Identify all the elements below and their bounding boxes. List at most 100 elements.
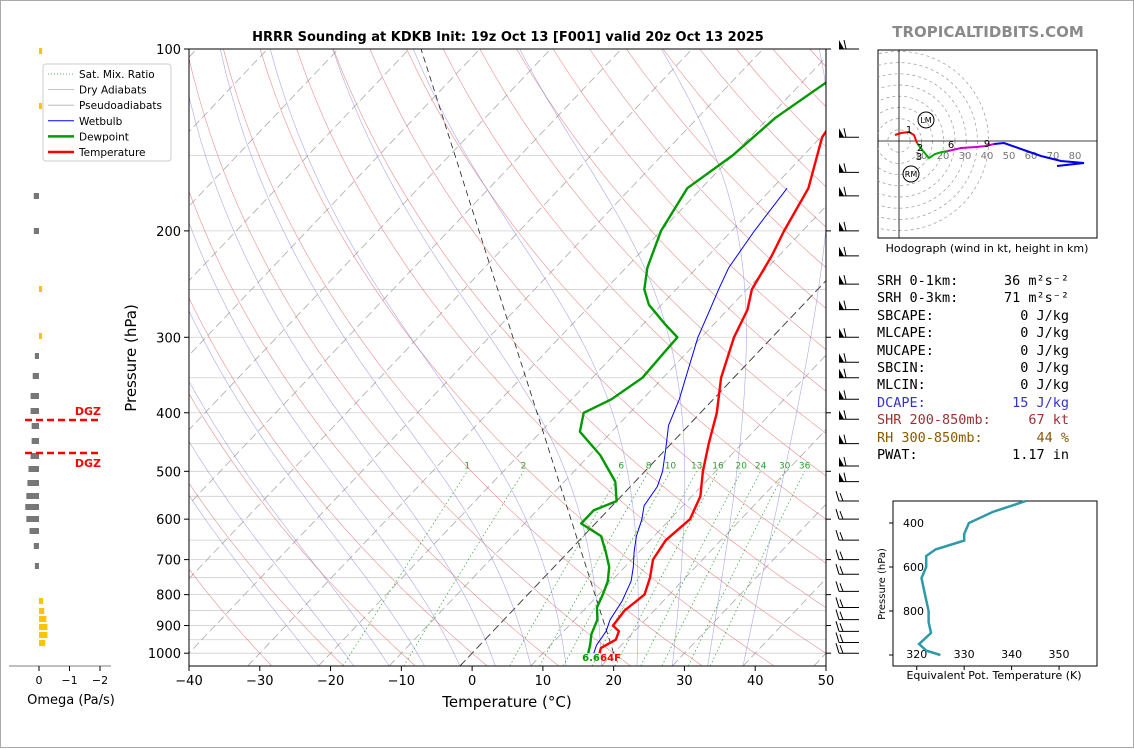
stat-row: SRH 0-1km:36 m²s⁻² — [877, 273, 1097, 290]
theta-x-tick-label: 350 — [1049, 648, 1070, 661]
moist-adiabat — [270, 49, 566, 666]
wind-barb-feather — [840, 532, 843, 540]
mixing-ratio-label: 16 — [712, 461, 724, 471]
wind-barb-flag — [839, 353, 844, 362]
wind-barb-feather — [840, 634, 843, 642]
omega-bar — [39, 333, 42, 339]
mixing-ratio-label: 36 — [799, 461, 811, 471]
legend-label: Sat. Mix. Ratio — [79, 69, 155, 81]
wind-barb-feather — [836, 597, 839, 607]
theta-x-tick-label: 340 — [1001, 648, 1022, 661]
wind-barb-feather — [836, 610, 839, 620]
skewt-profiles — [580, 49, 906, 653]
chart-title: HRRR Sounding at KDKB Init: 19z Oct 13 [… — [252, 30, 764, 45]
hodograph-height-label: 9 — [984, 139, 990, 150]
wind-barb-flag — [839, 128, 844, 137]
legend-label: Dewpoint — [79, 131, 129, 143]
x-tick-label: 50 — [818, 674, 835, 689]
wind-barb-feather — [844, 128, 846, 137]
wind-barb-flag — [839, 457, 844, 466]
y-tick-label: 300 — [156, 331, 181, 346]
hodograph-height-label: 3 — [916, 152, 922, 163]
wind-barb-feather — [840, 493, 843, 501]
stat-row: SBCAPE:0 J/kg — [877, 308, 1097, 325]
omega-bar — [39, 632, 47, 638]
y-tick-label: 200 — [156, 225, 181, 240]
stat-value: 15 J/kg — [1012, 395, 1069, 412]
wind-barb-feather — [844, 435, 846, 444]
omega-bar — [28, 466, 39, 472]
omega-bar — [27, 480, 39, 486]
stat-label: RH 300-850mb: — [877, 430, 983, 447]
mixing-ratio-label: 30 — [779, 461, 791, 471]
wind-barb-flag — [839, 435, 844, 444]
mixing-ratio-label: 13 — [691, 461, 702, 471]
wind-barb-feather — [844, 369, 846, 378]
y-tick-label: 500 — [156, 465, 181, 480]
moist-adiabat — [179, 49, 495, 666]
surface-dewpoint-label: 6.6 — [582, 653, 600, 664]
profile-wetbulb — [594, 188, 787, 653]
wind-barb-feather — [840, 511, 843, 519]
omega-bar — [39, 598, 43, 604]
wind-barb-flag — [839, 390, 844, 399]
dry-adiabat — [333, 49, 917, 666]
mixing-ratio-label: 8 — [646, 461, 652, 471]
wind-barb-feather — [844, 40, 846, 49]
hodograph-ring-label: 30 — [959, 151, 972, 162]
legend-label: Wetbulb — [79, 116, 123, 128]
omega-tick-label: −1 — [61, 674, 77, 687]
stat-value: 0 J/kg — [1020, 377, 1069, 394]
mixing-ratio-label: 24 — [755, 461, 767, 471]
omega-bar — [39, 640, 45, 646]
mixing-ratio-label: 1 — [464, 461, 470, 471]
wind-barb-feather — [840, 612, 843, 620]
stat-value: 71 m²s⁻² — [1004, 290, 1069, 307]
theta-y-tick-label: 800 — [903, 605, 924, 618]
wind-barb-feather — [844, 473, 846, 482]
omega-bar — [35, 353, 39, 359]
omega-tick-label: −2 — [92, 674, 108, 687]
wind-barb-flag — [839, 222, 844, 231]
brand-watermark: TROPICALTIDBITS.COM — [892, 23, 1084, 41]
y-tick-label: 600 — [156, 513, 181, 528]
stat-row: MUCAPE:0 J/kg — [877, 343, 1097, 360]
wind-barb-feather — [840, 645, 843, 653]
omega-bar — [39, 286, 42, 292]
wind-barb-feather — [836, 581, 839, 591]
wind-barb-feather — [836, 530, 839, 540]
omega-bar — [26, 493, 39, 499]
stat-label: MLCAPE: — [877, 325, 934, 342]
theta-x-tick-label: 330 — [954, 648, 975, 661]
y-tick-label: 100 — [156, 43, 181, 58]
x-tick-label: −40 — [175, 674, 202, 689]
legend-label: Temperature — [78, 147, 146, 159]
wind-barb-flag — [839, 163, 844, 172]
hodograph-ring-label: 40 — [981, 151, 994, 162]
wind-barbs — [836, 40, 859, 653]
omega-bar — [39, 608, 44, 614]
hodograph-marker-label: LM — [920, 116, 931, 125]
stat-value: 0 J/kg — [1020, 308, 1069, 325]
moist-adiabat — [333, 49, 602, 666]
dry-adiabat — [297, 49, 846, 666]
surface-temperature-label: 64F — [600, 653, 621, 664]
omega-bar — [39, 616, 46, 622]
hodograph-ring-label: 80 — [1069, 151, 1082, 162]
omega-bar — [34, 543, 39, 549]
legend-label: Pseudoadiabats — [79, 100, 162, 112]
wind-barb-flag — [839, 369, 844, 378]
wind-barb-feather — [836, 632, 839, 642]
isotherm — [177, 49, 763, 666]
omega-bar — [31, 393, 39, 399]
wind-barb-feather — [844, 247, 846, 256]
mixing-ratio-line — [592, 471, 697, 666]
stat-row: MLCIN:0 J/kg — [877, 377, 1097, 394]
y-tick-label: 400 — [156, 407, 181, 422]
wind-barb-feather — [844, 163, 846, 172]
stat-label: DCAPE: — [877, 395, 926, 412]
mixing-ratio-line — [641, 471, 742, 666]
y-axis-label: Pressure (hPa) — [122, 304, 140, 412]
